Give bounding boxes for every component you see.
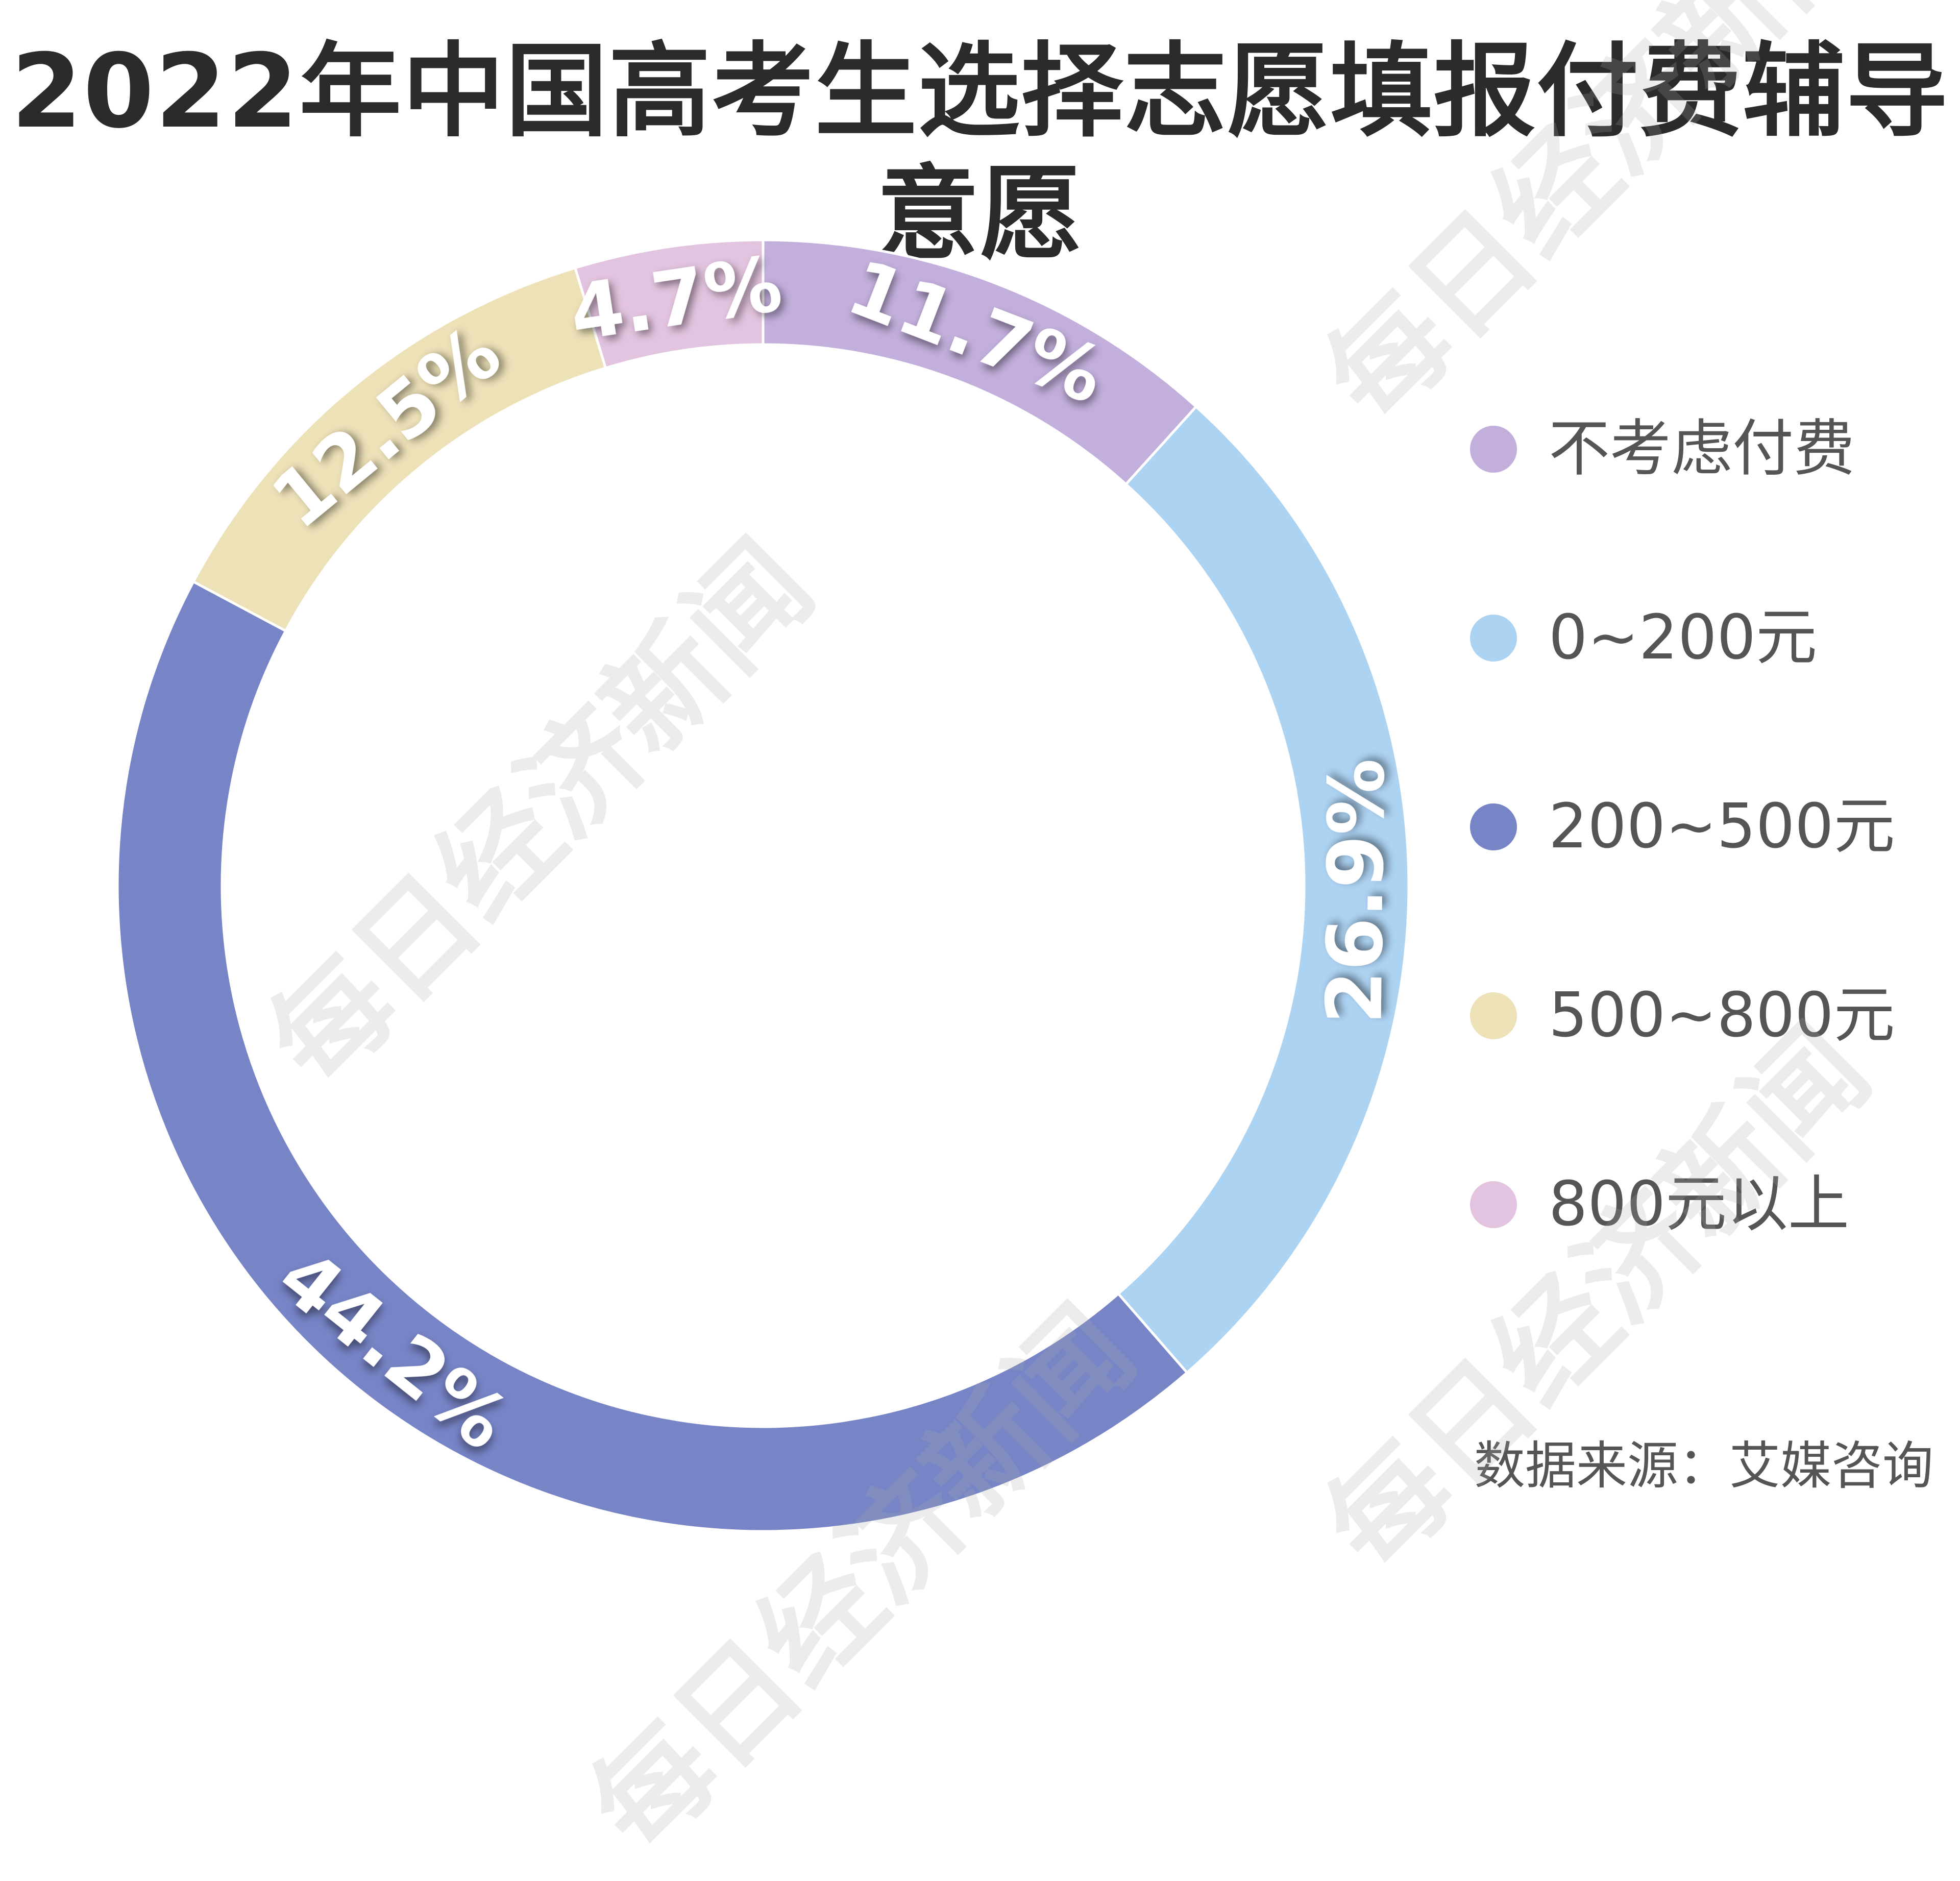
legend-swatch-1 — [1470, 426, 1517, 473]
slice-label-2: 26.9% — [1311, 758, 1402, 1024]
legend-swatch-4 — [1470, 992, 1517, 1039]
legend-label-1: 不考虑付费 — [1549, 413, 1855, 484]
source-note: 数据来源：艾媒咨询 — [1474, 1436, 1933, 1496]
legend-label-4: 500~800元 — [1549, 980, 1895, 1051]
slice-label-1: 11.7% — [836, 243, 1116, 421]
legend: 不考虑付费 0~200元 200~500元 500~800元 800元以上 — [1470, 403, 1895, 1348]
slice-label-4: 12.5% — [256, 309, 517, 546]
legend-item-2: 0~200元 — [1470, 592, 1895, 781]
legend-label-5: 800元以上 — [1549, 1169, 1850, 1240]
legend-item-5: 800元以上 — [1470, 1159, 1895, 1348]
donut-chart: 11.7%26.9%44.2%12.5%4.7% — [116, 238, 1410, 1533]
legend-label-3: 200~500元 — [1549, 791, 1895, 862]
legend-item-4: 500~800元 — [1470, 970, 1895, 1159]
legend-label-2: 0~200元 — [1549, 602, 1817, 673]
legend-item-1: 不考虑付费 — [1470, 403, 1895, 592]
donut-slices — [116, 238, 1410, 1533]
donut-slice-2 — [1116, 405, 1410, 1375]
legend-swatch-2 — [1470, 615, 1517, 662]
legend-swatch-3 — [1470, 803, 1517, 850]
legend-item-3: 200~500元 — [1470, 781, 1895, 970]
legend-swatch-5 — [1470, 1181, 1517, 1228]
chart-title: 2022年中国高考生选择志愿填报付费辅导意愿 — [11, 32, 1949, 274]
donut-slice-3 — [116, 580, 1189, 1533]
donut-slice-5 — [573, 238, 765, 370]
